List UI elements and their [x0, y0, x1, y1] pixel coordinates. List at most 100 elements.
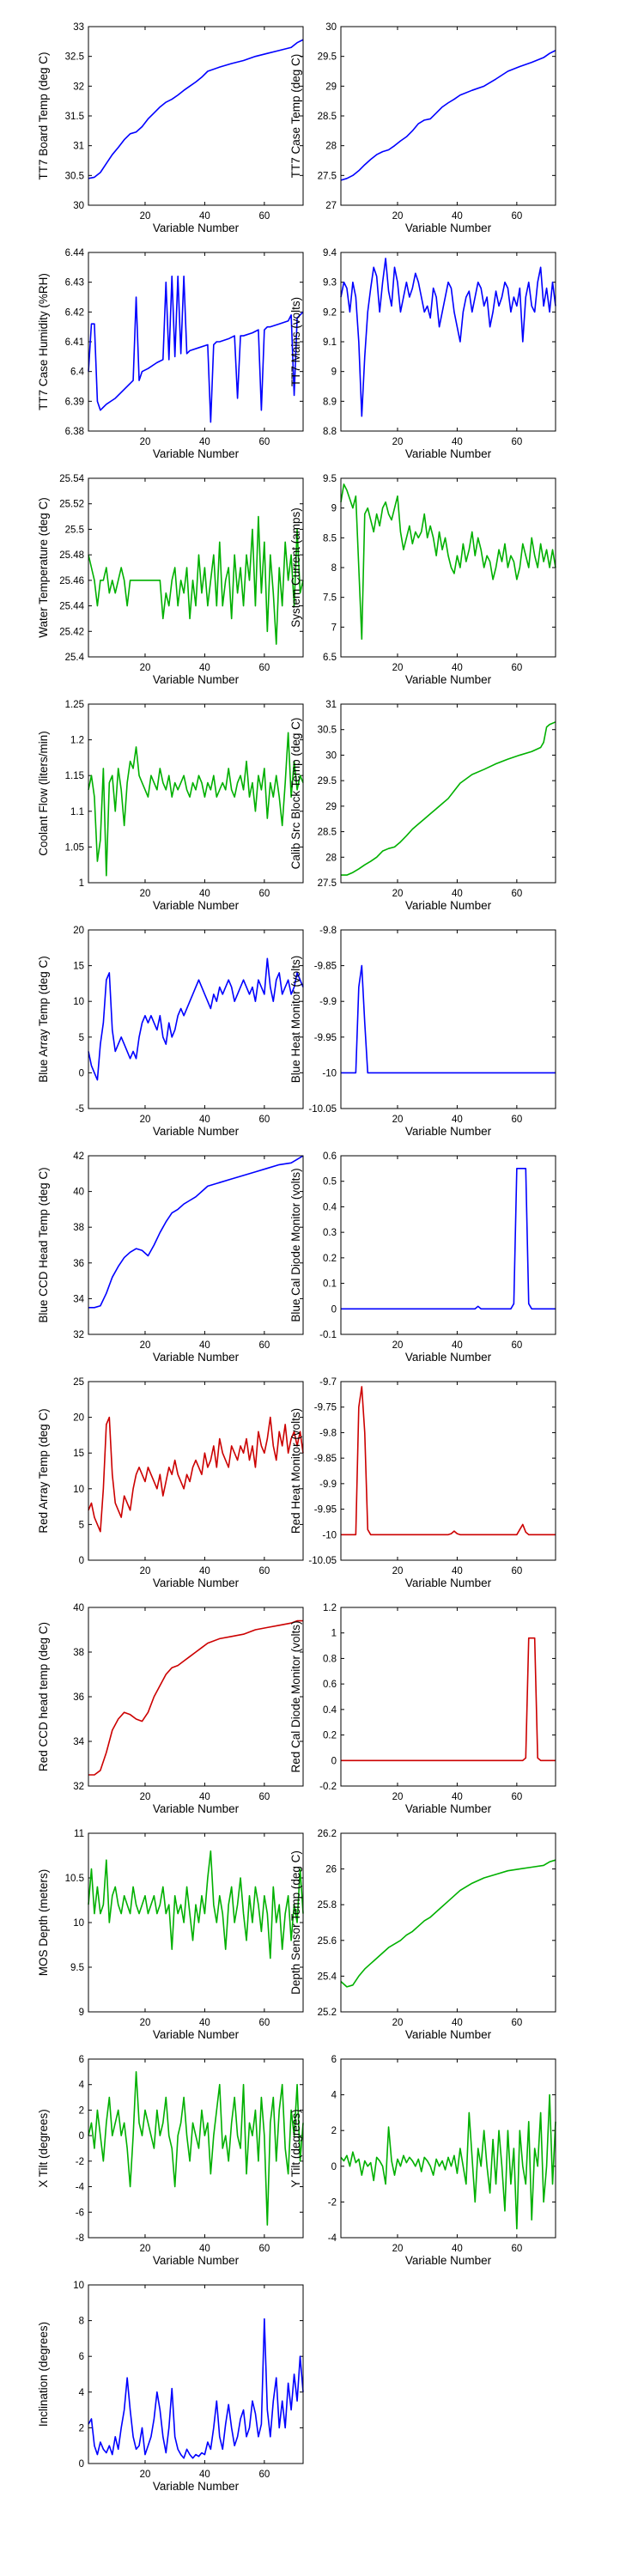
y-tick-label: 0.5: [323, 1177, 337, 1188]
x-tick-label: 20: [140, 889, 151, 899]
y-tick-label: 27.5: [318, 171, 337, 181]
y-tick-label: 5: [79, 1033, 84, 1043]
y-tick-label: 10: [73, 1485, 84, 1495]
chart-panel-6: 6.5 7 7.5 8 8.5 9 9.5 20 40 60 Variable Number Syst…: [289, 474, 556, 686]
y-tick-label: 25.42: [59, 627, 84, 637]
plot-area: [88, 1156, 303, 1334]
y-tick-label: 0: [79, 2459, 84, 2470]
series-line: [341, 1386, 556, 1536]
y-axis-label: Red CCD head temp (deg C): [37, 1622, 50, 1771]
x-tick-label: 20: [392, 663, 404, 673]
plot-area: [88, 2059, 303, 2238]
y-tick-label: 27: [325, 201, 337, 211]
y-tick-label: 29: [325, 82, 337, 92]
plot-area: [341, 27, 556, 205]
y-tick-label: 32.5: [65, 52, 84, 63]
series-line: [341, 1637, 556, 1762]
x-tick-label: 40: [199, 1792, 210, 1802]
y-tick-label: 6: [79, 2352, 84, 2362]
y-tick-label: -4: [328, 2233, 337, 2244]
chart-panel-16: -0.2 0 0.2 0.4 0.6 0.8 1 1.2 20 40 60 Variable Numb…: [289, 1603, 556, 1815]
x-tick-label: 40: [452, 437, 463, 447]
chart-panel-20: -4 -2 0 2 4 6 20 40 60 Variable Number Y Tilt (deg…: [289, 2055, 556, 2267]
axes-frame: [88, 477, 304, 658]
x-axis-label: Variable Number: [405, 1351, 492, 1364]
y-tick-label: 36: [73, 1692, 84, 1703]
x-axis-label: Variable Number: [405, 1802, 492, 1815]
series-line: [340, 1859, 556, 1988]
y-tick-label: 31: [73, 142, 84, 152]
x-tick-label: 40: [452, 2018, 463, 2028]
x-tick-label: 60: [258, 1115, 270, 1125]
y-tick-label: 25.54: [59, 474, 84, 484]
series-line: [88, 732, 304, 877]
y-tick-label: -2: [76, 2157, 84, 2167]
y-tick-label: 1: [79, 878, 84, 889]
y-tick-label: -9.8: [319, 926, 337, 936]
y-tick-label: 0.4: [323, 1705, 337, 1716]
x-axis-label: Variable Number: [153, 1125, 240, 1138]
y-axis-label: Water Temperature (deg C): [37, 497, 50, 638]
y-tick-label: 29: [325, 802, 337, 812]
series-line: [340, 483, 556, 640]
y-tick-label: 25.8: [318, 1900, 337, 1911]
x-tick-label: 60: [258, 1792, 270, 1802]
y-axis-label: TT7 Case Humidity (%RH): [37, 273, 50, 410]
y-tick-label: 25.44: [59, 602, 84, 612]
axes-frame: [88, 2284, 304, 2464]
plot-area: [88, 930, 303, 1109]
y-tick-label: 0.2: [323, 1254, 337, 1264]
series-line: [88, 1619, 303, 1776]
y-tick-label: -9.8: [319, 1428, 337, 1438]
y-tick-label: 8.8: [323, 427, 337, 437]
y-tick-label: 0.2: [323, 1731, 337, 1741]
y-tick-label: 9.1: [323, 337, 337, 348]
chart-panel-5: 25.4 25.42 25.44 25.46 25.48 25.5 25.52 25.54 20…: [37, 474, 304, 686]
y-tick-label: 2: [79, 2423, 84, 2433]
plot-area: [88, 1607, 303, 1786]
x-axis-label: Variable Number: [405, 447, 492, 460]
chart-panel-14: -10.05 -10 -9.95 -9.9 -9.85 -9.8 -9.75 -9.7 20 40…: [289, 1377, 556, 1589]
y-tick-label: 28: [325, 853, 337, 863]
series-line: [340, 50, 556, 181]
y-tick-label: 0: [79, 1068, 84, 1078]
x-tick-label: 40: [452, 1792, 463, 1802]
plot-area: [341, 2059, 556, 2238]
x-tick-label: 60: [511, 2244, 522, 2254]
y-tick-label: -9.9: [319, 1479, 337, 1490]
axes-frame: [88, 1155, 304, 1335]
x-axis-label: Variable Number: [153, 1577, 240, 1589]
y-tick-label: -9.85: [314, 962, 337, 972]
x-tick-label: 20: [392, 1115, 404, 1125]
y-tick-label: 38: [73, 1648, 84, 1658]
y-axis-label: System Current (amps): [289, 507, 302, 628]
x-tick-label: 20: [140, 1340, 151, 1351]
plot-area: [88, 1382, 303, 1560]
x-tick-label: 20: [392, 2244, 404, 2254]
y-tick-label: 10: [73, 1918, 84, 1929]
y-axis-label: Depth Sensor Temp (deg C): [289, 1850, 302, 1995]
plot-area: [341, 704, 556, 883]
y-tick-label: -0.1: [319, 1330, 337, 1340]
y-tick-label: -6: [76, 2208, 84, 2218]
x-axis-label: Variable Number: [153, 447, 240, 460]
y-axis-label: Red Array Temp (deg C): [37, 1408, 50, 1533]
series-line: [88, 1416, 304, 1533]
series-line: [341, 1168, 556, 1310]
y-tick-label: 0.8: [323, 1654, 337, 1664]
y-tick-label: 26.2: [318, 1829, 337, 1839]
y-tick-label: 6.42: [65, 307, 84, 318]
y-axis-label: Coolant Flow (liters/min): [37, 731, 50, 856]
y-tick-label: 9.5: [70, 1963, 84, 1973]
y-tick-label: 10.5: [65, 1874, 84, 1884]
series-line: [88, 2318, 304, 2459]
x-tick-label: 60: [258, 211, 270, 222]
x-tick-label: 40: [199, 2244, 210, 2254]
y-axis-label: X Tilt (degrees): [37, 2109, 50, 2188]
y-tick-label: 25.4: [318, 1971, 337, 1982]
y-tick-label: 0.6: [323, 1680, 337, 1690]
series-line: [340, 2093, 556, 2230]
series-line: [88, 515, 304, 645]
x-tick-label: 20: [392, 211, 404, 222]
